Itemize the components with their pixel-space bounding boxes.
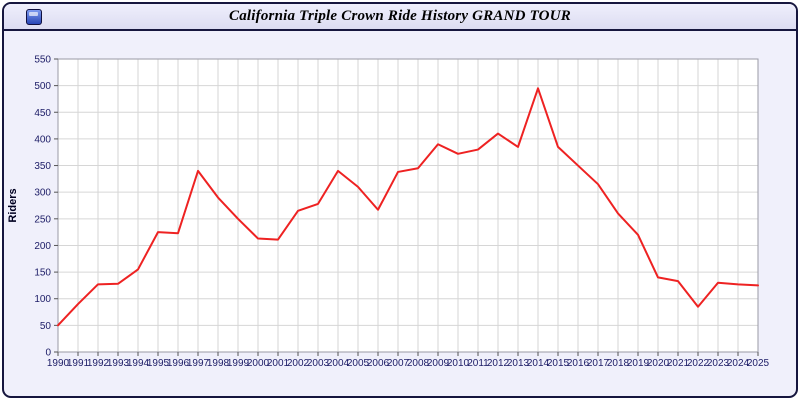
svg-text:2003: 2003 <box>307 358 330 369</box>
chart-area: 0 50 100 150 200 250 300 350 400 450 500 550 1990 199… <box>4 31 796 396</box>
svg-text:2009: 2009 <box>427 358 450 369</box>
svg-text:2018: 2018 <box>607 358 630 369</box>
svg-text:250: 250 <box>34 214 51 225</box>
svg-text:2024: 2024 <box>727 358 750 369</box>
svg-text:Riders: Riders <box>7 188 19 222</box>
svg-text:2017: 2017 <box>587 358 610 369</box>
svg-text:2023: 2023 <box>707 358 730 369</box>
svg-text:2005: 2005 <box>347 358 370 369</box>
svg-text:50: 50 <box>40 321 52 332</box>
title-bar: California Triple Crown Ride History GRA… <box>4 4 796 31</box>
svg-text:1994: 1994 <box>127 358 150 369</box>
svg-text:300: 300 <box>34 188 51 199</box>
svg-text:2020: 2020 <box>647 358 670 369</box>
svg-text:2022: 2022 <box>687 358 710 369</box>
svg-text:200: 200 <box>34 241 51 252</box>
svg-text:2012: 2012 <box>487 358 510 369</box>
svg-text:1992: 1992 <box>87 358 110 369</box>
svg-text:2016: 2016 <box>567 358 590 369</box>
svg-text:1990: 1990 <box>47 358 70 369</box>
svg-text:500: 500 <box>34 81 51 92</box>
svg-text:2010: 2010 <box>447 358 470 369</box>
svg-text:1995: 1995 <box>147 358 170 369</box>
svg-text:1998: 1998 <box>207 358 230 369</box>
svg-text:2014: 2014 <box>527 358 550 369</box>
svg-text:2025: 2025 <box>747 358 770 369</box>
svg-text:2019: 2019 <box>627 358 650 369</box>
svg-text:1999: 1999 <box>227 358 250 369</box>
svg-text:2002: 2002 <box>287 358 310 369</box>
svg-text:1997: 1997 <box>187 358 210 369</box>
svg-text:2006: 2006 <box>367 358 390 369</box>
riders-line-chart: 0501001502002503003504004505005501990199… <box>7 55 770 370</box>
svg-text:450: 450 <box>34 108 51 119</box>
svg-text:550: 550 <box>34 55 51 66</box>
svg-text:2001: 2001 <box>267 358 290 369</box>
svg-text:1993: 1993 <box>107 358 130 369</box>
svg-text:2021: 2021 <box>667 358 690 369</box>
svg-text:2008: 2008 <box>407 358 430 369</box>
svg-text:350: 350 <box>34 161 51 172</box>
svg-text:1996: 1996 <box>167 358 190 369</box>
svg-text:0: 0 <box>45 348 51 359</box>
svg-text:400: 400 <box>34 134 51 145</box>
svg-text:2000: 2000 <box>247 358 270 369</box>
svg-text:2013: 2013 <box>507 358 530 369</box>
svg-text:2007: 2007 <box>387 358 410 369</box>
svg-text:150: 150 <box>34 268 51 279</box>
chart-window-icon <box>26 8 42 25</box>
svg-text:2015: 2015 <box>547 358 570 369</box>
chart-title: California Triple Crown Ride History GRA… <box>229 8 571 24</box>
svg-text:2004: 2004 <box>327 358 350 369</box>
svg-text:2011: 2011 <box>467 358 489 369</box>
svg-text:1991: 1991 <box>67 358 90 369</box>
svg-text:100: 100 <box>34 294 51 305</box>
